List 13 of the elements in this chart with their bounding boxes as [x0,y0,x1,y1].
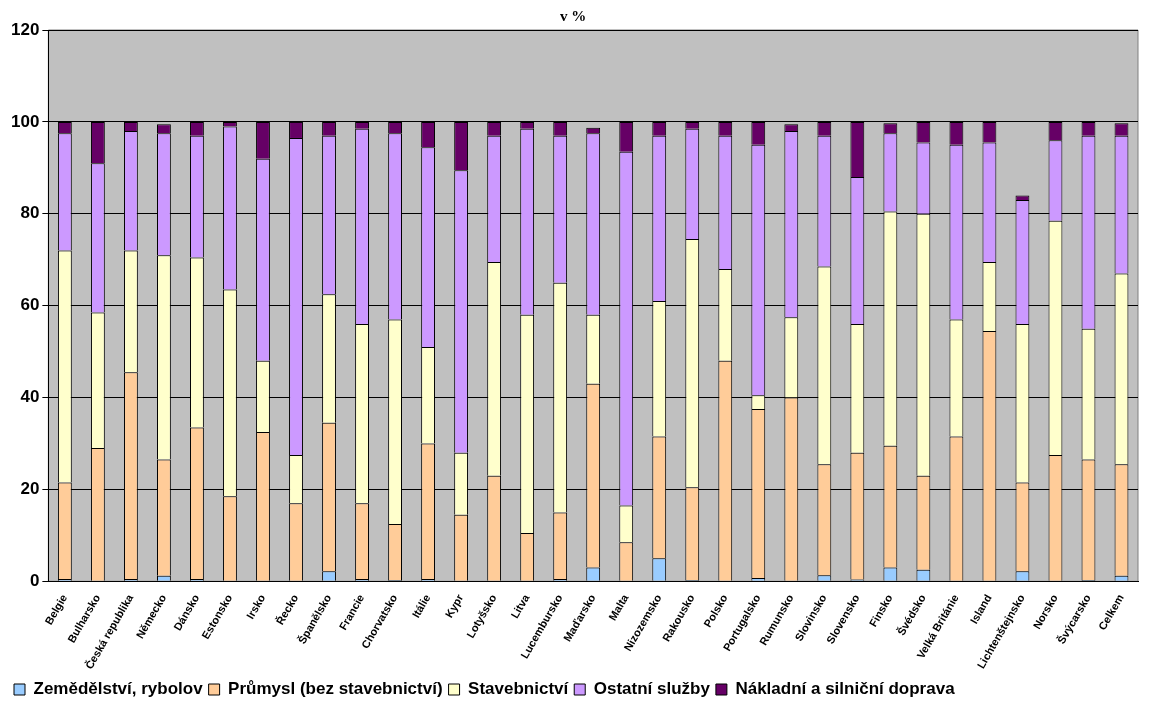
chart-title: v % [559,7,587,24]
legend-label: Zemědělství, rybolov [33,679,204,699]
y-tick-label: 100 [10,111,40,131]
y-tick-label: 60 [20,295,40,315]
y-tick-label: 80 [20,203,40,223]
legend-label: Stavebnictví [468,679,570,699]
legend-label: Ostatní služby [593,679,711,699]
y-tick-label: 40 [20,387,40,407]
y-tick-label: 0 [29,571,40,591]
y-tick-label: 20 [20,479,40,499]
y-tick-label: 120 [10,19,40,39]
legend-label: Nákladní a silniční doprava [735,679,956,699]
legend-label: Průmysl (bez stavebnictví) [228,679,443,699]
